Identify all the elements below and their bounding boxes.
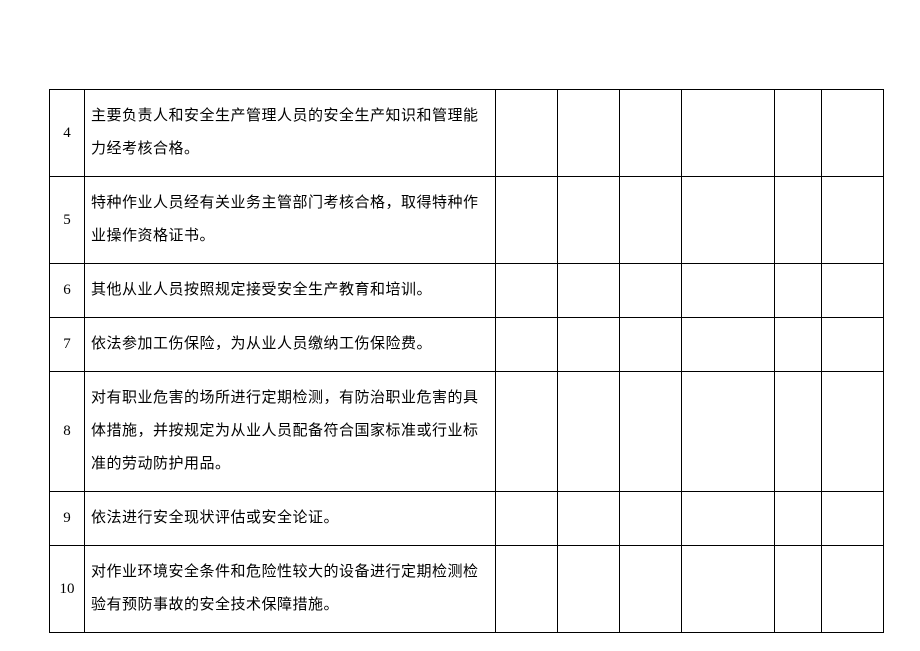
page: 4 主要负责人和安全生产管理人员的安全生产知识和管理能力经考核合格。 5 特种作… xyxy=(0,0,920,651)
cell-empty xyxy=(682,264,775,318)
cell-empty xyxy=(620,546,682,633)
row-desc: 对有职业危害的场所进行定期检测，有防治职业危害的具体措施，并按规定为从业人员配备… xyxy=(85,372,496,492)
cell-empty xyxy=(822,264,884,318)
row-number: 7 xyxy=(50,318,85,372)
cell-empty xyxy=(496,177,558,264)
checklist-table: 4 主要负责人和安全生产管理人员的安全生产知识和管理能力经考核合格。 5 特种作… xyxy=(49,89,884,633)
cell-empty xyxy=(620,492,682,546)
row-number: 4 xyxy=(50,90,85,177)
cell-empty xyxy=(496,90,558,177)
cell-empty xyxy=(682,177,775,264)
cell-empty xyxy=(775,318,822,372)
cell-empty xyxy=(822,177,884,264)
cell-empty xyxy=(775,90,822,177)
row-desc: 特种作业人员经有关业务主管部门考核合格，取得特种作业操作资格证书。 xyxy=(85,177,496,264)
cell-empty xyxy=(775,372,822,492)
cell-empty xyxy=(822,90,884,177)
cell-empty xyxy=(620,177,682,264)
row-number: 8 xyxy=(50,372,85,492)
table-row: 5 特种作业人员经有关业务主管部门考核合格，取得特种作业操作资格证书。 xyxy=(50,177,884,264)
row-number: 10 xyxy=(50,546,85,633)
cell-empty xyxy=(558,318,620,372)
cell-empty xyxy=(682,546,775,633)
cell-empty xyxy=(775,546,822,633)
table-body: 4 主要负责人和安全生产管理人员的安全生产知识和管理能力经考核合格。 5 特种作… xyxy=(50,90,884,633)
table-row: 8 对有职业危害的场所进行定期检测，有防治职业危害的具体措施，并按规定为从业人员… xyxy=(50,372,884,492)
cell-empty xyxy=(775,177,822,264)
table-row: 4 主要负责人和安全生产管理人员的安全生产知识和管理能力经考核合格。 xyxy=(50,90,884,177)
cell-empty xyxy=(558,492,620,546)
cell-empty xyxy=(775,264,822,318)
cell-empty xyxy=(682,372,775,492)
row-desc: 对作业环境安全条件和危险性较大的设备进行定期检测检验有预防事故的安全技术保障措施… xyxy=(85,546,496,633)
row-number: 9 xyxy=(50,492,85,546)
table-row: 6 其他从业人员按照规定接受安全生产教育和培训。 xyxy=(50,264,884,318)
row-desc: 依法进行安全现状评估或安全论证。 xyxy=(85,492,496,546)
cell-empty xyxy=(822,546,884,633)
cell-empty xyxy=(558,264,620,318)
cell-empty xyxy=(496,492,558,546)
cell-empty xyxy=(682,90,775,177)
cell-empty xyxy=(620,372,682,492)
cell-empty xyxy=(775,492,822,546)
cell-empty xyxy=(620,264,682,318)
cell-empty xyxy=(822,492,884,546)
cell-empty xyxy=(822,372,884,492)
cell-empty xyxy=(822,318,884,372)
cell-empty xyxy=(496,264,558,318)
cell-empty xyxy=(558,90,620,177)
cell-empty xyxy=(496,372,558,492)
cell-empty xyxy=(496,546,558,633)
cell-empty xyxy=(682,318,775,372)
row-desc: 主要负责人和安全生产管理人员的安全生产知识和管理能力经考核合格。 xyxy=(85,90,496,177)
table-row: 9 依法进行安全现状评估或安全论证。 xyxy=(50,492,884,546)
cell-empty xyxy=(558,372,620,492)
table-row: 10 对作业环境安全条件和危险性较大的设备进行定期检测检验有预防事故的安全技术保… xyxy=(50,546,884,633)
cell-empty xyxy=(558,546,620,633)
row-desc: 依法参加工伤保险，为从业人员缴纳工伤保险费。 xyxy=(85,318,496,372)
row-number: 6 xyxy=(50,264,85,318)
cell-empty xyxy=(496,318,558,372)
table-row: 7 依法参加工伤保险，为从业人员缴纳工伤保险费。 xyxy=(50,318,884,372)
row-number: 5 xyxy=(50,177,85,264)
row-desc: 其他从业人员按照规定接受安全生产教育和培训。 xyxy=(85,264,496,318)
cell-empty xyxy=(682,492,775,546)
cell-empty xyxy=(620,318,682,372)
cell-empty xyxy=(558,177,620,264)
cell-empty xyxy=(620,90,682,177)
